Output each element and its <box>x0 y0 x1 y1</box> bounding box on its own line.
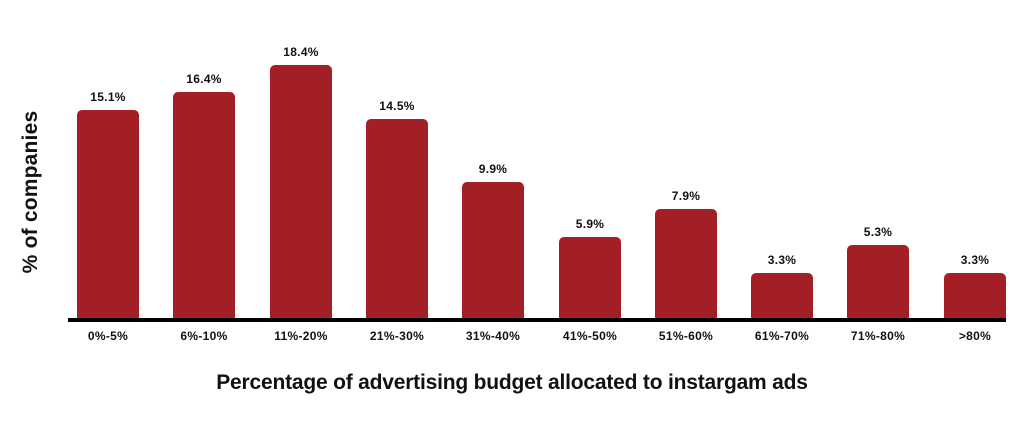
bar <box>751 273 813 318</box>
bar-value-label: 3.3% <box>767 253 797 267</box>
bar-value-label: 7.9% <box>671 189 701 203</box>
bar-value-label: 15.1% <box>90 90 126 104</box>
bar-value-label: 3.3% <box>960 253 990 267</box>
bar <box>655 209 717 318</box>
x-axis-label: Percentage of advertising budget allocat… <box>216 371 808 394</box>
x-tick-label: >80% <box>958 329 992 343</box>
bar <box>270 65 332 318</box>
x-tick-label: 51%-60% <box>658 329 714 343</box>
x-tick-label: 0%-5% <box>87 329 129 343</box>
bar-value-label: 14.5% <box>379 99 415 113</box>
x-tick-label: 6%-10% <box>180 329 228 343</box>
bar <box>77 110 139 318</box>
x-tick-label: 21%-30% <box>369 329 425 343</box>
bar-value-label: 9.9% <box>478 162 508 176</box>
bar <box>462 182 524 318</box>
bar <box>366 119 428 318</box>
bar <box>173 92 235 318</box>
bar-value-label: 5.9% <box>575 217 605 231</box>
y-axis-label: % of companies <box>19 110 42 274</box>
x-tick-label: 61%-70% <box>754 329 810 343</box>
bar <box>944 273 1006 318</box>
x-axis-line <box>68 318 1006 322</box>
bar <box>559 237 621 318</box>
bar-value-label: 16.4% <box>186 72 222 86</box>
x-tick-label: 31%-40% <box>465 329 521 343</box>
bar <box>847 245 909 318</box>
bar-value-label: 18.4% <box>283 45 319 59</box>
x-tick-label: 41%-50% <box>562 329 618 343</box>
bar-value-label: 5.3% <box>863 225 893 239</box>
x-tick-label: 11%-20% <box>274 329 328 343</box>
x-tick-label: 71%-80% <box>850 329 906 343</box>
